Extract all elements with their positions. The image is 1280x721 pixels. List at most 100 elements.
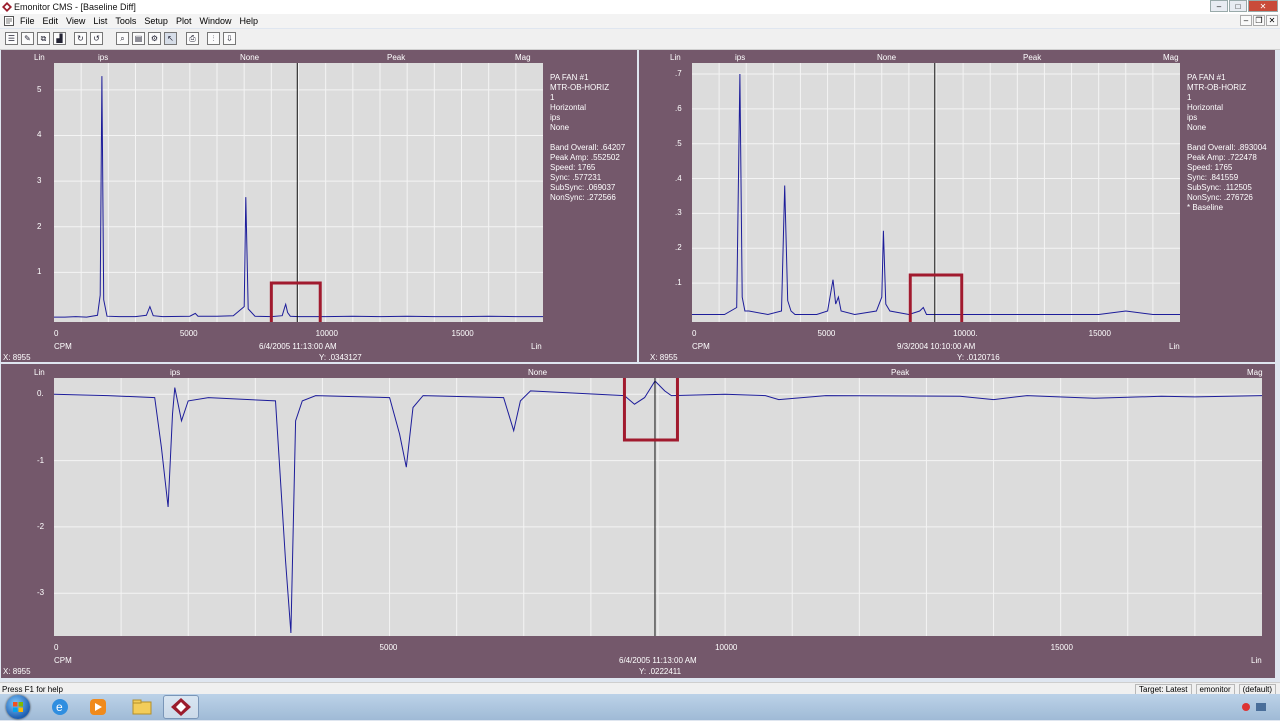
- print-icon[interactable]: ⎙: [186, 32, 199, 45]
- x-tick-label: 0: [692, 329, 697, 338]
- edit-icon[interactable]: ✎: [21, 32, 34, 45]
- difference-chart[interactable]: [53, 370, 1263, 636]
- settings-icon[interactable]: ⚙: [148, 32, 161, 45]
- mdi-controls: – ❐ ✕: [1240, 15, 1278, 26]
- export-icon[interactable]: ⇩: [223, 32, 236, 45]
- info-line: Speed: 1765: [550, 163, 596, 172]
- info-line: Peak Amp: .722478: [1187, 153, 1257, 162]
- x-tick-label: 15000: [1050, 643, 1073, 652]
- mdi-minimize-button[interactable]: –: [1240, 15, 1252, 26]
- info-line: Sync: .577231: [550, 173, 602, 182]
- menu-file[interactable]: File: [20, 16, 35, 26]
- overlay-icon[interactable]: ▤: [132, 32, 145, 45]
- minimize-button[interactable]: –: [1210, 0, 1228, 12]
- info-line: Speed: 1765: [1187, 163, 1233, 172]
- taskbar-browser[interactable]: e: [42, 695, 78, 719]
- browser-icon: e: [52, 699, 68, 715]
- info-line: ips: [550, 113, 561, 122]
- spectrum-chart[interactable]: [54, 63, 543, 339]
- undo-icon[interactable]: ↺: [90, 32, 103, 45]
- menu-edit[interactable]: Edit: [42, 16, 59, 26]
- y-tick-label: -3: [37, 588, 45, 598]
- y-tick-label: 0.: [37, 389, 44, 399]
- detection-label: Peak: [891, 368, 910, 377]
- axis-scale-label: Lin: [34, 53, 45, 62]
- toolbar: ☰ ✎ ⧉ ▟ ↻ ↺ ⌕ ▤ ⚙ ↖ ⎙ ⫶ ⇩: [0, 29, 1280, 50]
- close-button[interactable]: ✕: [1248, 0, 1278, 12]
- zoom-icon[interactable]: ⌕: [116, 32, 129, 45]
- x-tick-label: 10000: [715, 643, 738, 652]
- media-player-icon: [90, 699, 106, 715]
- detection-label: Peak: [1023, 53, 1042, 62]
- app-logo-icon: [2, 2, 12, 12]
- cursor-icon[interactable]: ↖: [164, 32, 177, 45]
- spectrum-panel-current: Lin ips None Peak Mag PA FAN #1 MTR-OB-H…: [1, 50, 637, 362]
- menu-list[interactable]: List: [93, 16, 108, 26]
- window-label: None: [240, 53, 260, 62]
- y-tick-label: 5: [37, 84, 42, 94]
- plot-area[interactable]: [53, 370, 1263, 636]
- info-line: Horizontal: [1187, 103, 1224, 112]
- mode-label: Mag: [1247, 368, 1263, 377]
- start-button[interactable]: [6, 695, 30, 719]
- copy-icon[interactable]: ⧉: [37, 32, 50, 45]
- cursor-x-readout: X: 8955: [3, 667, 31, 676]
- mdi-close-button[interactable]: ✕: [1266, 15, 1278, 26]
- info-line: SubSync: .069037: [550, 183, 616, 192]
- units-label: ips: [98, 53, 109, 62]
- info-line: None: [1187, 123, 1207, 132]
- series-line: [53, 380, 1263, 634]
- y-tick-label: 2: [37, 221, 42, 231]
- refresh-icon[interactable]: ↻: [74, 32, 87, 45]
- cursor-y-readout: Y: .0222411: [639, 667, 682, 676]
- window-title: Emonitor CMS - [Baseline Diff]: [14, 2, 136, 12]
- taskbar-file-explorer[interactable]: [124, 695, 160, 719]
- y-tick-label: 1: [37, 267, 42, 277]
- mdi-restore-button[interactable]: ❐: [1253, 15, 1265, 26]
- spectrum-chart[interactable]: [692, 63, 1180, 339]
- system-tray: [1236, 700, 1272, 714]
- measurement-date: 6/4/2005 11:13:00 AM: [259, 342, 337, 351]
- spectrum-icon[interactable]: ⫶: [207, 32, 220, 45]
- info-line: MTR-OB-HORIZ: [550, 83, 610, 92]
- menu-tools[interactable]: Tools: [115, 16, 137, 26]
- menu-window[interactable]: Window: [199, 16, 232, 26]
- document-icon[interactable]: [4, 16, 14, 26]
- info-line: None: [550, 123, 570, 132]
- y-tick-label: 4: [37, 130, 42, 140]
- info-line: 1: [1187, 93, 1192, 102]
- list-icon[interactable]: ☰: [5, 32, 18, 45]
- menu-plot[interactable]: Plot: [175, 16, 192, 26]
- axis-scale-label: Lin: [670, 53, 681, 62]
- x-axis-label: CPM: [692, 342, 710, 351]
- y-tick-label: .3: [675, 208, 682, 218]
- info-line: NonSync: .272566: [550, 193, 616, 202]
- taskbar-emonitor[interactable]: [163, 695, 199, 719]
- info-line: * Baseline: [1187, 203, 1224, 212]
- info-line: 1: [550, 93, 555, 102]
- taskbar-media-player[interactable]: [80, 695, 116, 719]
- y-tick-label: .5: [675, 138, 682, 148]
- tray-icon[interactable]: [1236, 700, 1272, 714]
- window-controls: – □ ✕: [1210, 0, 1278, 12]
- taskbar: e: [0, 694, 1280, 720]
- menu-view[interactable]: View: [66, 16, 86, 26]
- plot-area[interactable]: [54, 63, 543, 339]
- menu-help[interactable]: Help: [239, 16, 258, 26]
- status-bar: Press F1 for help Target: Latest emonito…: [0, 682, 1280, 696]
- y-tick-label: .7: [675, 68, 682, 78]
- info-line: MTR-OB-HORIZ: [1187, 83, 1247, 92]
- maximize-button[interactable]: □: [1229, 0, 1247, 12]
- menu-setup[interactable]: Setup: [144, 16, 168, 26]
- units-label: ips: [170, 368, 181, 377]
- info-line: Horizontal: [550, 103, 587, 112]
- spectrum-panel-baseline: Lin ips None Peak Mag PA FAN #1 MTR-OB-H…: [639, 50, 1275, 362]
- svg-text:e: e: [56, 700, 63, 714]
- chart-icon[interactable]: ▟: [53, 32, 66, 45]
- plot-area[interactable]: [692, 63, 1180, 339]
- x-tick-label: 0: [54, 643, 59, 652]
- title-bar: Emonitor CMS - [Baseline Diff] – □ ✕: [0, 0, 1280, 15]
- menu-bar: File Edit View List Tools Setup Plot Win…: [0, 14, 1280, 28]
- x-tick-label: 15000: [1088, 329, 1111, 338]
- x-axis-label: CPM: [54, 656, 72, 665]
